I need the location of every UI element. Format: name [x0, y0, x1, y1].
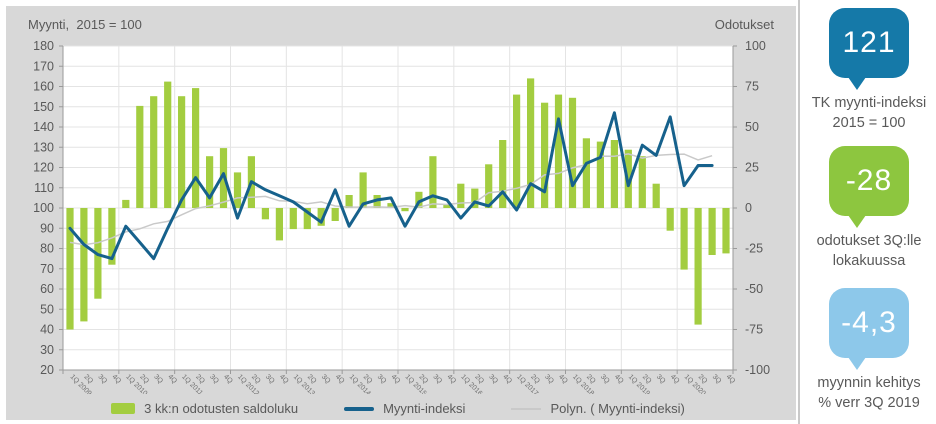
svg-text:50: 50: [745, 120, 759, 134]
svg-text:100: 100: [745, 39, 766, 53]
callout-bubble-green: -28: [829, 146, 909, 228]
plot-area: 20 30 40 50 60 70 80 90 100 110 120 130 140 150 160 170…: [33, 39, 770, 394]
callout-value-expectations: -28: [845, 164, 893, 197]
svg-text:50: 50: [40, 302, 54, 316]
legend-trend-swatch-icon: [511, 407, 542, 410]
legend-item-expectations: 3 kk:n odotusten saldoluku: [111, 401, 298, 416]
svg-text:140: 140: [33, 120, 54, 134]
callout-label-expectations: odotukset 3Q:lle lokakuussa: [816, 233, 922, 269]
svg-text:2Q: 2Q: [697, 373, 709, 385]
speech-bubble-tail-icon: [848, 215, 867, 228]
callout-expectations: -28 odotukset 3Q:lle lokakuussa: [800, 146, 936, 271]
svg-text:-100: -100: [745, 363, 770, 377]
svg-text:3Q: 3Q: [655, 373, 667, 385]
svg-text:30: 30: [40, 343, 54, 357]
svg-text:4Q: 4Q: [390, 373, 402, 385]
svg-text:4Q: 4Q: [501, 373, 513, 385]
svg-text:3Q: 3Q: [599, 373, 611, 385]
svg-text:130: 130: [33, 140, 54, 154]
svg-text:3Q: 3Q: [96, 373, 108, 385]
svg-text:4Q: 4Q: [669, 373, 681, 385]
svg-text:150: 150: [33, 100, 54, 114]
svg-text:2Q: 2Q: [585, 373, 597, 385]
svg-text:180: 180: [33, 39, 54, 53]
legend-line-swatch-icon: [344, 406, 375, 411]
svg-text:4Q: 4Q: [557, 373, 569, 385]
legend-item-sales-index: Myynti-indeksi: [344, 401, 465, 416]
svg-text:100: 100: [33, 201, 54, 215]
svg-text:3Q: 3Q: [264, 373, 276, 385]
svg-text:3Q: 3Q: [208, 373, 220, 385]
svg-text:110: 110: [34, 181, 54, 195]
svg-text:3Q: 3Q: [543, 373, 555, 385]
legend-bar-swatch-icon: [111, 403, 136, 414]
svg-text:4Q: 4Q: [334, 373, 346, 385]
svg-text:4Q: 4Q: [110, 373, 122, 385]
svg-text:-25: -25: [745, 242, 763, 256]
callout-bubble-blue: 121: [829, 8, 909, 90]
legend-label-expectations: 3 kk:n odotusten saldoluku: [144, 401, 299, 416]
svg-text:2Q: 2Q: [473, 373, 485, 385]
svg-text:4Q: 4Q: [166, 373, 178, 385]
callout-sales-change: -4,3 myynnin kehitys % verr 3Q 2019: [800, 288, 936, 413]
svg-text:4Q: 4Q: [445, 373, 457, 385]
callout-bubble-lightblue: -4,3: [829, 288, 909, 370]
speech-bubble-tail-icon: [848, 357, 867, 370]
svg-text:75: 75: [745, 80, 759, 94]
svg-text:4Q: 4Q: [278, 373, 290, 385]
svg-text:3Q: 3Q: [431, 373, 443, 385]
svg-text:40: 40: [40, 323, 54, 337]
svg-text:70: 70: [40, 262, 54, 276]
legend-label-sales-index: Myynti-indeksi: [383, 401, 466, 416]
svg-text:2Q: 2Q: [362, 373, 374, 385]
svg-text:25: 25: [745, 161, 759, 175]
svg-text:3Q: 3Q: [711, 373, 723, 385]
right-axis-title: Odotukset: [714, 17, 774, 32]
svg-text:2Q: 2Q: [417, 373, 429, 385]
svg-text:120: 120: [33, 161, 54, 175]
svg-text:2Q: 2Q: [529, 373, 541, 385]
svg-text:2Q: 2Q: [641, 373, 653, 385]
svg-text:60: 60: [40, 282, 54, 296]
svg-text:4Q: 4Q: [725, 373, 737, 385]
chart-panel: Myynti, 2015 = 100 Odotukset 20 30 40 50 60 7…: [6, 6, 796, 420]
speech-bubble-tail-icon: [848, 77, 867, 90]
callout-sales-index: 121 TK myynti-indeksi 2015 = 100: [800, 8, 936, 133]
callout-value-sales-change: -4,3: [841, 306, 897, 339]
callout-value-sales-index: 121: [842, 26, 896, 59]
callout-label-sales-change: myynnin kehitys % verr 3Q 2019: [817, 375, 921, 411]
svg-text:3Q: 3Q: [152, 373, 164, 385]
kpi-side-panel: 121 TK myynti-indeksi 2015 = 100 -28 odo…: [798, 0, 936, 424]
svg-text:170: 170: [33, 59, 54, 73]
svg-text:-75: -75: [745, 323, 763, 337]
svg-text:90: 90: [40, 221, 54, 235]
svg-text:4Q: 4Q: [613, 373, 625, 385]
svg-text:3Q: 3Q: [320, 373, 332, 385]
svg-text:2Q: 2Q: [82, 373, 94, 385]
svg-text:20: 20: [40, 363, 54, 377]
callout-label-sales-index: TK myynti-indeksi 2015 = 100: [811, 95, 927, 131]
svg-text:2Q: 2Q: [138, 373, 150, 385]
svg-text:3Q: 3Q: [376, 373, 388, 385]
chart-legend: 3 kk:n odotusten saldoluku Myynti-indeks…: [63, 401, 733, 416]
left-axis-title: Myynti, 2015 = 100: [28, 17, 142, 32]
legend-label-trend: Polyn. ( Myynti-indeksi): [550, 401, 685, 416]
svg-text:2Q: 2Q: [194, 373, 206, 385]
svg-text:-50: -50: [745, 282, 763, 296]
legend-item-trend: Polyn. ( Myynti-indeksi): [511, 401, 685, 416]
svg-text:0: 0: [745, 201, 752, 215]
svg-text:2Q: 2Q: [306, 373, 318, 385]
svg-text:80: 80: [40, 242, 54, 256]
svg-text:3Q: 3Q: [487, 373, 499, 385]
svg-text:4Q: 4Q: [222, 373, 234, 385]
svg-text:2Q: 2Q: [250, 373, 262, 385]
svg-text:160: 160: [33, 80, 54, 94]
